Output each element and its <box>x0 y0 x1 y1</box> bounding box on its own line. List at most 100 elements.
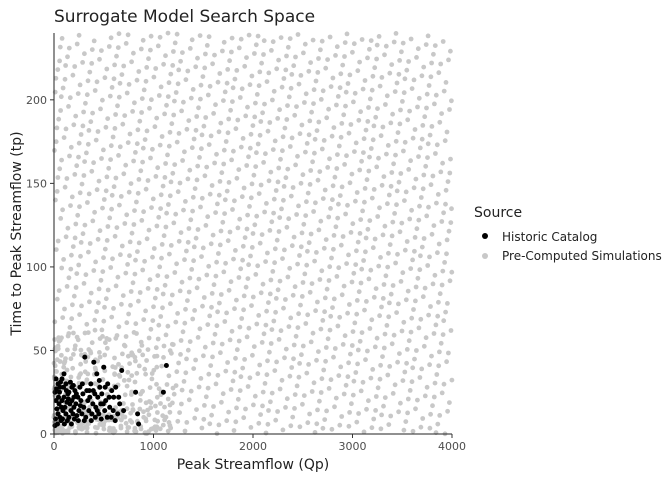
simulation-point <box>186 226 192 231</box>
simulation-point <box>363 249 368 255</box>
simulation-point <box>126 82 132 87</box>
legend-label-historic: Historic Catalog <box>502 230 597 244</box>
simulation-point <box>429 124 435 129</box>
simulation-point <box>104 66 110 72</box>
simulation-point <box>378 362 383 368</box>
legend-title: Source <box>474 205 522 221</box>
simulation-point <box>329 133 335 139</box>
simulation-point <box>378 255 383 260</box>
simulation-point <box>117 80 123 86</box>
simulation-point <box>399 220 405 226</box>
simulation-point <box>306 362 311 367</box>
simulation-point <box>115 274 121 280</box>
simulation-point <box>297 361 302 366</box>
simulation-point <box>339 414 345 419</box>
x-tick-label: 3000 <box>339 440 367 453</box>
simulation-point <box>305 312 311 318</box>
simulation-point <box>386 314 392 320</box>
simulation-point <box>256 191 262 197</box>
simulation-point <box>350 392 356 398</box>
simulation-point <box>95 236 101 242</box>
historic-point <box>63 388 69 394</box>
legend-key-simulations <box>482 253 488 259</box>
simulation-point <box>272 260 277 266</box>
simulation-point <box>118 194 124 199</box>
simulation-point <box>343 211 348 217</box>
simulation-point <box>122 392 128 398</box>
simulation-point <box>263 322 269 328</box>
simulation-point <box>436 70 442 76</box>
simulation-point <box>71 330 76 336</box>
simulation-point <box>205 322 211 327</box>
simulation-point <box>230 85 236 91</box>
simulation-point <box>291 234 297 240</box>
simulation-point <box>295 325 301 330</box>
simulation-point <box>81 109 86 115</box>
simulation-point <box>83 272 89 278</box>
simulation-point <box>177 288 183 294</box>
simulation-point <box>78 423 84 429</box>
simulation-point <box>209 183 215 188</box>
simulation-point <box>59 265 65 271</box>
historic-point <box>90 401 96 407</box>
simulation-point <box>102 304 107 310</box>
simulation-point <box>375 214 381 219</box>
simulation-point <box>429 231 435 237</box>
simulation-point <box>440 160 445 166</box>
simulation-point <box>268 341 274 346</box>
simulation-point <box>269 327 275 332</box>
simulation-point <box>165 396 171 402</box>
simulation-point <box>322 417 328 422</box>
simulation-point <box>335 323 341 329</box>
simulation-point <box>412 248 417 254</box>
simulation-point <box>390 283 396 288</box>
simulation-point <box>396 301 401 307</box>
simulation-point <box>325 57 330 62</box>
simulation-point <box>100 205 105 211</box>
simulation-point <box>75 212 81 218</box>
simulation-point <box>128 181 134 187</box>
simulation-point <box>125 369 131 375</box>
simulation-point <box>198 96 203 102</box>
simulation-point <box>280 134 286 140</box>
simulation-point <box>191 136 197 142</box>
simulation-points-layer <box>51 30 455 437</box>
simulation-point <box>311 87 317 93</box>
simulation-point <box>220 48 225 54</box>
simulation-point <box>254 92 260 97</box>
simulation-point <box>276 57 281 63</box>
simulation-point <box>73 430 78 436</box>
simulation-point <box>93 430 99 436</box>
simulation-point <box>240 257 246 263</box>
simulation-point <box>149 205 154 211</box>
simulation-point <box>311 101 316 106</box>
simulation-point <box>415 397 420 403</box>
simulation-point <box>304 199 309 205</box>
simulation-point <box>142 366 148 372</box>
simulation-point <box>371 416 377 422</box>
simulation-point <box>122 221 128 226</box>
simulation-point <box>362 78 368 83</box>
simulation-point <box>222 319 228 324</box>
simulation-point <box>430 281 436 287</box>
simulation-point <box>150 146 155 152</box>
simulation-point <box>255 371 261 377</box>
simulation-point <box>179 108 185 114</box>
simulation-point <box>233 355 238 361</box>
simulation-point <box>346 130 352 136</box>
simulation-point <box>338 134 344 140</box>
simulation-point <box>329 426 335 432</box>
simulation-point <box>265 421 271 427</box>
simulation-point <box>315 407 320 413</box>
simulation-point <box>121 401 126 406</box>
simulation-point <box>391 332 397 338</box>
simulation-point <box>342 162 347 167</box>
simulation-point <box>262 381 268 386</box>
simulation-point <box>336 373 342 378</box>
simulation-point <box>279 377 285 383</box>
simulation-point <box>212 331 218 337</box>
simulation-point <box>369 195 375 201</box>
simulation-point <box>408 266 414 271</box>
simulation-point <box>129 392 134 397</box>
